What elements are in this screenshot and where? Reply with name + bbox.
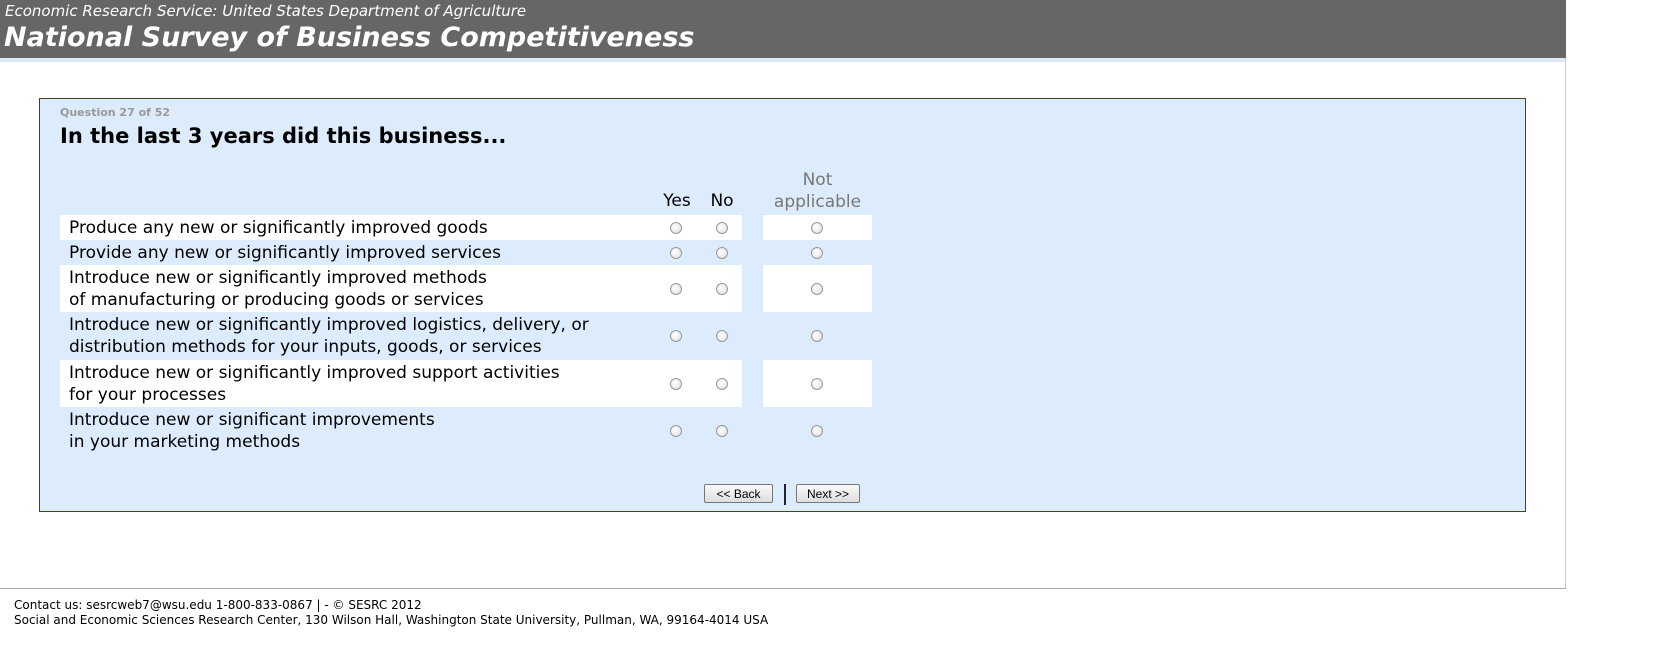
radio-not-applicable[interactable] xyxy=(811,425,823,437)
column-not-applicable: Not applicable xyxy=(773,170,862,212)
next-button[interactable]: Next >> xyxy=(796,484,860,503)
radio-not-applicable[interactable] xyxy=(811,282,823,295)
radio-not-applicable[interactable] xyxy=(811,377,823,390)
page-edge xyxy=(1565,58,1566,589)
question-text: In the last 3 years did this business... xyxy=(60,124,507,148)
footer-address: Social and Economic Sciences Research Ce… xyxy=(14,613,769,627)
radio-yes[interactable] xyxy=(670,425,682,437)
row-label: Provide any new or significantly improve… xyxy=(69,242,501,263)
radio-yes[interactable] xyxy=(670,377,682,390)
radio-no[interactable] xyxy=(716,425,728,437)
footer-divider xyxy=(0,588,1566,589)
radio-no[interactable] xyxy=(716,282,728,295)
radio-no[interactable] xyxy=(716,246,728,259)
radio-yes[interactable] xyxy=(670,330,682,342)
row-label: Introduce new or significantly improved … xyxy=(69,362,560,405)
header-band xyxy=(0,58,1566,62)
row-label: Introduce new or significantly improved … xyxy=(69,315,589,357)
row-label-cell xyxy=(60,215,742,240)
radio-not-applicable[interactable] xyxy=(811,330,823,342)
radio-yes[interactable] xyxy=(670,246,682,259)
header-title: National Survey of Business Competitiven… xyxy=(4,22,695,53)
column-yes: Yes xyxy=(663,191,691,211)
radio-not-applicable[interactable] xyxy=(811,246,823,259)
radio-not-applicable[interactable] xyxy=(811,221,823,234)
row-label: Introduce new or significantly improved … xyxy=(69,267,487,310)
site-header: Economic Research Service: United States… xyxy=(0,0,1566,58)
footer-contact: Contact us: sesrcweb7@wsu.edu 1-800-833-… xyxy=(14,598,422,612)
nav-separator xyxy=(784,484,786,505)
row-label: Produce any new or significantly improve… xyxy=(69,217,488,238)
header-subtitle: Economic Research Service: United States… xyxy=(5,2,527,20)
radio-no[interactable] xyxy=(716,377,728,390)
radio-no[interactable] xyxy=(716,221,728,234)
radio-no[interactable] xyxy=(716,330,728,342)
back-button[interactable]: << Back xyxy=(704,484,773,503)
column-no: No xyxy=(710,191,734,211)
row-label-cell xyxy=(60,360,742,407)
row-label-cell xyxy=(60,265,742,312)
row-label: Introduce new or significant improvement… xyxy=(69,410,435,452)
radio-yes[interactable] xyxy=(670,282,682,295)
question-number: Question 27 of 52 xyxy=(60,106,171,119)
radio-yes[interactable] xyxy=(670,221,682,234)
question-panel: Question 27 of 52 In the last 3 years di… xyxy=(39,98,1526,512)
